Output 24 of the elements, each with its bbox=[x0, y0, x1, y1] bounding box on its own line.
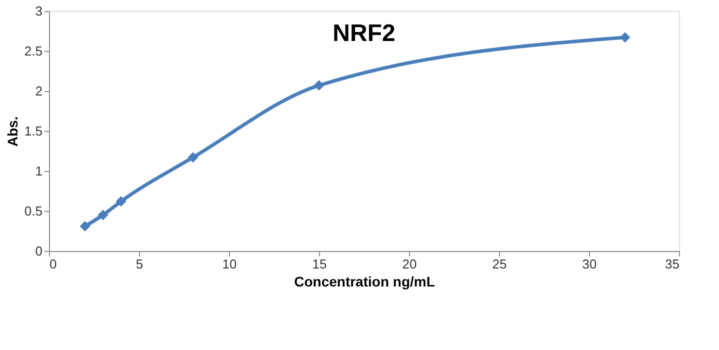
chart-title: NRF2 bbox=[332, 20, 396, 47]
y-tick-label: 2.5 bbox=[24, 44, 42, 58]
y-tick-label: 2 bbox=[35, 84, 42, 98]
point bbox=[80, 220, 90, 232]
x-axis-title: Concentration ng/mL bbox=[294, 274, 436, 290]
y-tick-label: 3 bbox=[35, 4, 42, 18]
y-tick-label: 1 bbox=[35, 164, 42, 178]
y-tick-label: 0 bbox=[35, 244, 42, 258]
x-tick-label: 30 bbox=[582, 256, 597, 272]
x-tick-label: 0 bbox=[50, 256, 57, 272]
x-tick-label: 25 bbox=[492, 256, 507, 272]
point bbox=[188, 152, 198, 163]
y-axis-title: Abs. bbox=[4, 116, 20, 147]
y-tick-label: 0.5 bbox=[24, 204, 42, 218]
y-tick-label: 1.5 bbox=[24, 124, 42, 138]
x-tick-label: 5 bbox=[136, 256, 144, 272]
x-tick-label: 35 bbox=[665, 256, 680, 272]
point bbox=[314, 80, 324, 91]
x-tick-label: 20 bbox=[402, 256, 417, 272]
point bbox=[620, 32, 630, 43]
x-tick-label: 10 bbox=[222, 256, 237, 272]
point bbox=[98, 210, 108, 220]
point bbox=[116, 196, 126, 207]
x-tick-label: 15 bbox=[312, 256, 327, 272]
